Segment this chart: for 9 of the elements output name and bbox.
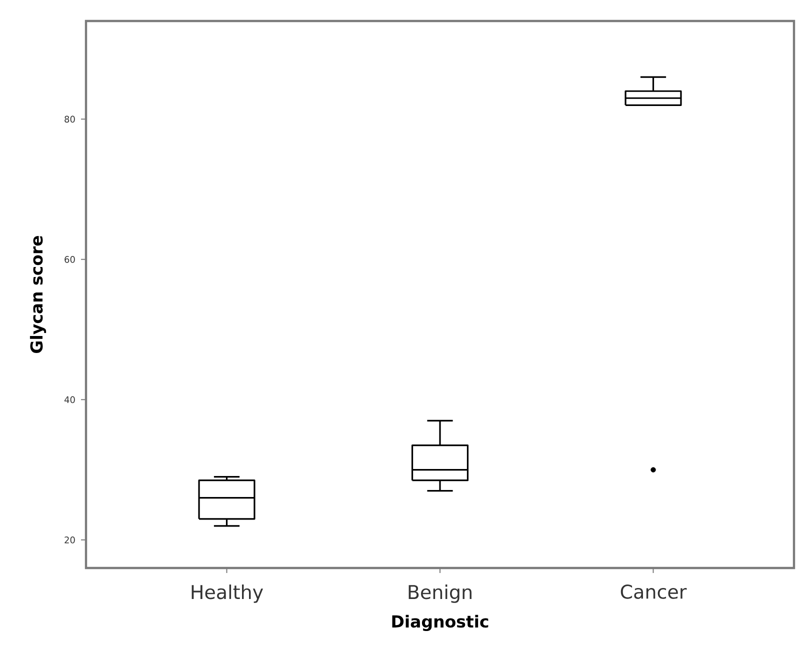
- x-tick-label: Cancer: [620, 584, 687, 599]
- x-tick-label: Healthy: [192, 584, 264, 603]
- y-axis-title: Glycan score: [30, 236, 46, 353]
- y-tick-label: 40: [64, 396, 75, 404]
- y-tick-label: 80: [64, 116, 75, 123]
- y-tick-label: 60: [64, 256, 75, 263]
- x-tick-label: Benign: [408, 584, 472, 603]
- x-axis-title: Diagnostic: [392, 614, 488, 632]
- y-tick-label: 20: [64, 536, 75, 544]
